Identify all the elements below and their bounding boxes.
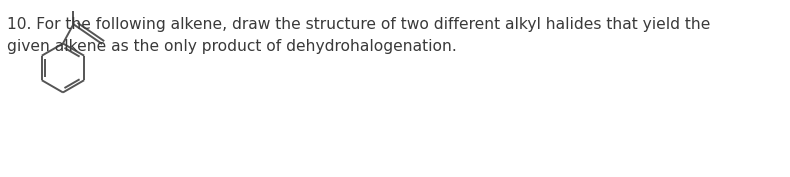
Text: 10. For the following alkene, draw the structure of two different alkyl halides : 10. For the following alkene, draw the s… — [7, 17, 710, 54]
